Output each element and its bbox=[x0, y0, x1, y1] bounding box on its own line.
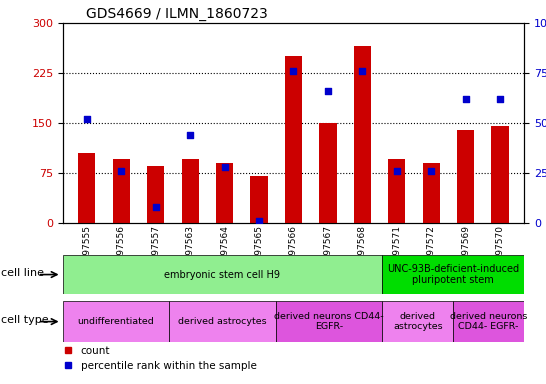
Point bbox=[82, 116, 91, 122]
Text: cell type: cell type bbox=[1, 314, 49, 324]
Bar bbox=[382, 255, 524, 294]
Text: UNC-93B-deficient-induced
pluripotent stem: UNC-93B-deficient-induced pluripotent st… bbox=[387, 264, 519, 285]
Text: cell line: cell line bbox=[1, 268, 44, 278]
Text: derived neurons
CD44- EGFR-: derived neurons CD44- EGFR- bbox=[450, 312, 527, 331]
Point bbox=[220, 164, 229, 170]
Bar bbox=[169, 301, 276, 342]
Bar bbox=[147, 166, 164, 223]
Bar bbox=[216, 163, 233, 223]
Bar bbox=[453, 301, 524, 342]
Point bbox=[324, 88, 333, 94]
Bar bbox=[285, 56, 302, 223]
Bar bbox=[491, 126, 509, 223]
Text: derived
astrocytes: derived astrocytes bbox=[393, 312, 442, 331]
Text: GDS4669 / ILMN_1860723: GDS4669 / ILMN_1860723 bbox=[86, 7, 268, 21]
Point bbox=[427, 168, 436, 174]
Point bbox=[151, 204, 160, 210]
Text: derived neurons CD44-
EGFR-: derived neurons CD44- EGFR- bbox=[274, 312, 384, 331]
Bar bbox=[63, 255, 382, 294]
Legend: count, percentile rank within the sample: count, percentile rank within the sample bbox=[60, 341, 260, 375]
Point bbox=[496, 96, 505, 102]
Bar bbox=[182, 159, 199, 223]
Text: undifferentiated: undifferentiated bbox=[78, 317, 155, 326]
Bar bbox=[78, 153, 96, 223]
Bar bbox=[112, 159, 130, 223]
Point bbox=[254, 218, 263, 224]
Bar bbox=[63, 301, 169, 342]
Bar bbox=[319, 123, 336, 223]
Point bbox=[289, 68, 298, 74]
Point bbox=[393, 168, 401, 174]
Bar bbox=[276, 301, 382, 342]
Text: embryonic stem cell H9: embryonic stem cell H9 bbox=[164, 270, 281, 280]
Text: derived astrocytes: derived astrocytes bbox=[178, 317, 267, 326]
Bar bbox=[388, 159, 405, 223]
Point bbox=[461, 96, 470, 102]
Bar bbox=[354, 46, 371, 223]
Bar bbox=[457, 129, 474, 223]
Point bbox=[358, 68, 367, 74]
Point bbox=[186, 132, 194, 138]
Point bbox=[117, 168, 126, 174]
Bar bbox=[251, 176, 268, 223]
Bar bbox=[423, 163, 440, 223]
Bar bbox=[382, 301, 453, 342]
